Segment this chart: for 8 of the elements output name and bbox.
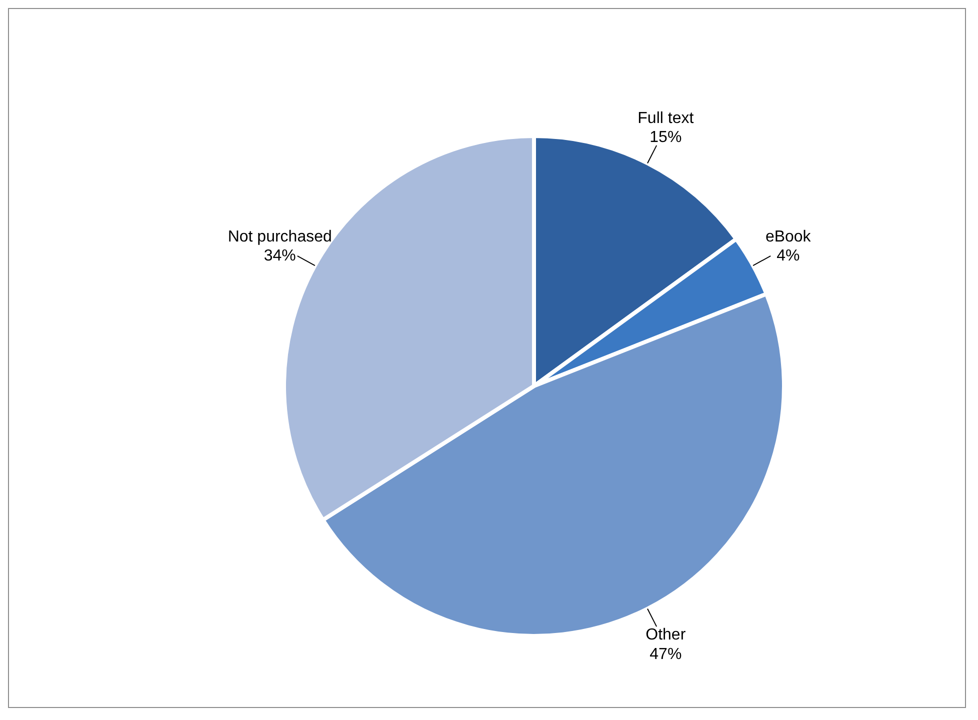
data-label: 47% [650, 646, 682, 663]
data-label: 34% [264, 248, 296, 265]
slice-label: Full text [638, 110, 694, 127]
slice-label: Other [646, 626, 686, 644]
slice-label: Not purchased [228, 228, 332, 246]
data-label: 15% [650, 129, 682, 146]
data-label: 4% [776, 248, 800, 265]
slice-label: eBook [765, 228, 812, 246]
